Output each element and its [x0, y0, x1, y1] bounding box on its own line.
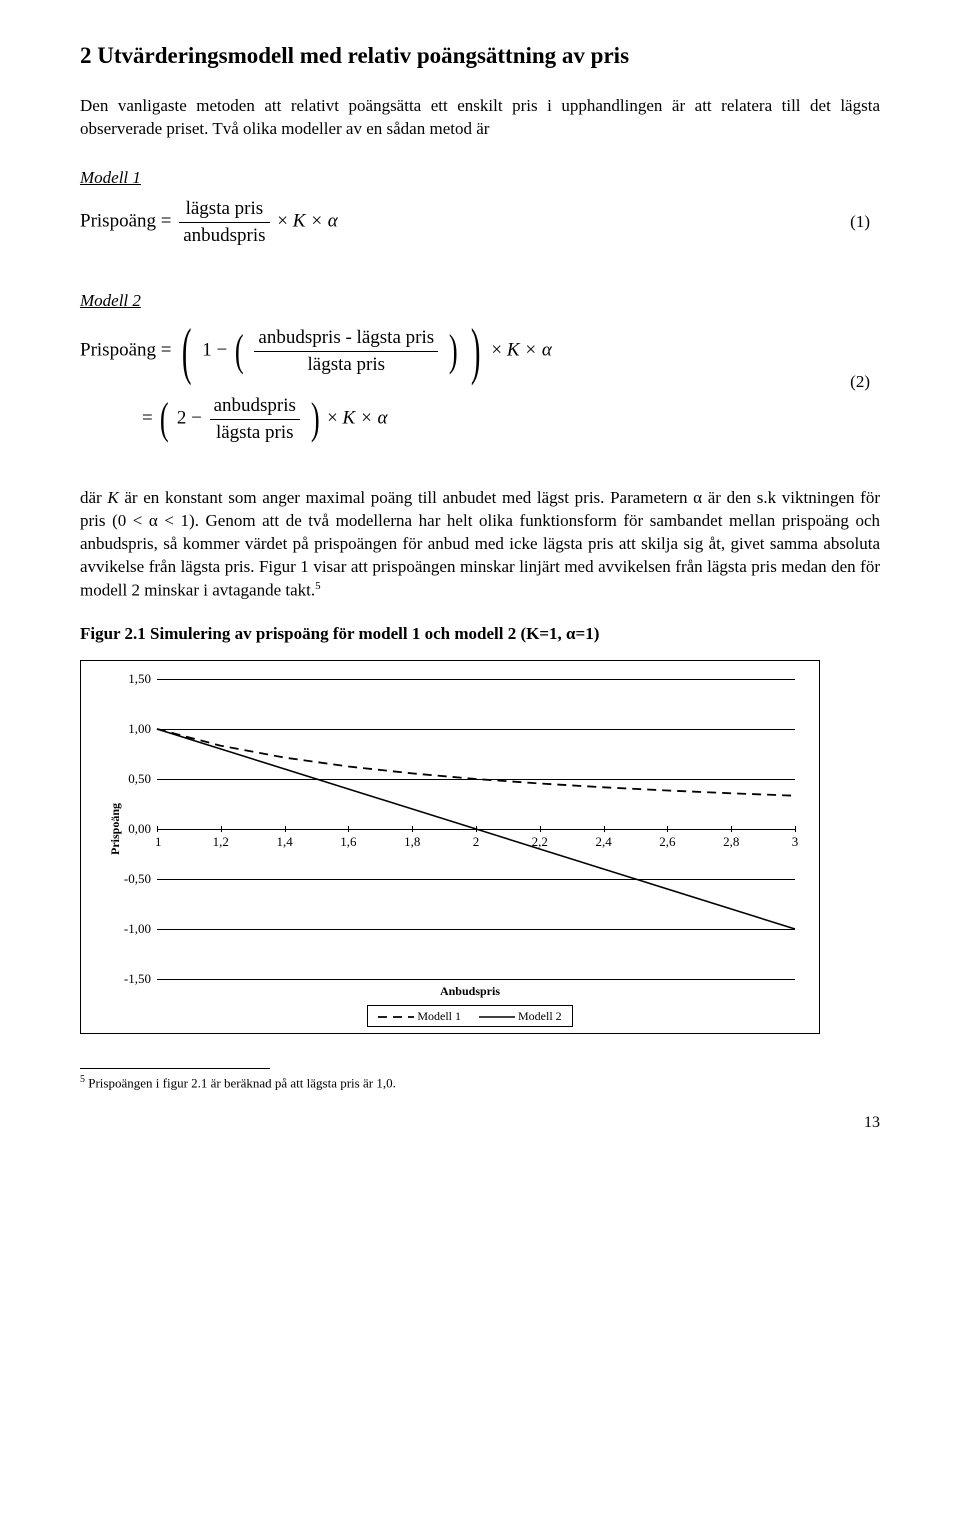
eq2b-den: lägsta pris: [210, 420, 300, 446]
eq2b-num: anbudspris: [210, 393, 300, 420]
equation-1: Prispoäng = lägsta pris anbudspris × K ×…: [80, 196, 880, 248]
chart-legend: Modell 1 Modell 2: [367, 1005, 572, 1027]
ytick-label: -1,50: [111, 970, 151, 988]
ytick-label: -1,00: [111, 920, 151, 938]
chart-container: Prispoäng 11,21,41,61,822,22,42,62,83 1,…: [80, 660, 820, 1034]
eq2b-tail: K × α: [343, 408, 388, 429]
figure-title: Figur 2.1 Simulering av prispoäng för mo…: [80, 623, 880, 646]
eq1-den: anbudspris: [179, 223, 269, 249]
equation-2: Prispoäng = ( 1 − ( anbudspris - lägsta …: [80, 319, 880, 445]
legend-item: Modell 1: [378, 1008, 461, 1024]
eq2-lhs: Prispoäng: [80, 339, 156, 360]
body-paragraph: där K är en konstant som anger maximal p…: [80, 487, 880, 602]
footnote-marker: 5: [315, 580, 321, 592]
model1-label: Modell 1: [80, 167, 880, 190]
section-title: 2 Utvärderingsmodell med relativ poängsä…: [80, 40, 880, 71]
footnote-rule: [80, 1068, 270, 1069]
model2-label: Modell 2: [80, 290, 880, 313]
eq1-number: (1): [850, 211, 880, 234]
ytick-label: 1,00: [111, 720, 151, 738]
series-model2: [157, 729, 795, 929]
intro-paragraph: Den vanligaste metoden att relativt poän…: [80, 95, 880, 141]
ytick-label: 1,50: [111, 670, 151, 688]
chart-svg: [157, 679, 795, 979]
ytick-label: -0,50: [111, 870, 151, 888]
eq1-tail: K × α: [293, 210, 338, 231]
eq2-inner-num: anbudspris - lägsta pris: [254, 325, 438, 352]
series-model1: [157, 729, 795, 796]
ytick-label: 0,00: [111, 820, 151, 838]
page-number: 13: [80, 1112, 880, 1134]
eq1-lhs: Prispoäng: [80, 210, 156, 231]
eq2-inner-den: lägsta pris: [254, 352, 438, 378]
footnote: 5 Prispoängen i figur 2.1 är beräknad på…: [80, 1073, 880, 1092]
eq2-number: (2): [850, 371, 880, 394]
chart-xlabel: Anbudspris: [135, 983, 805, 999]
legend-item: Modell 2: [479, 1008, 562, 1024]
eq1-num: lägsta pris: [179, 196, 269, 223]
ytick-label: 0,50: [111, 770, 151, 788]
eq2-tail: K × α: [507, 339, 552, 360]
